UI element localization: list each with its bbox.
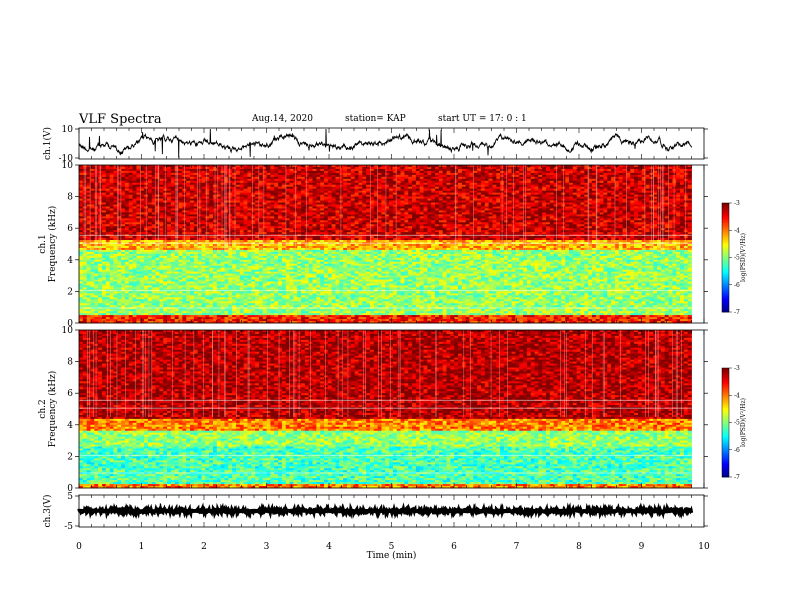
ch1-spectrogram bbox=[79, 165, 692, 323]
y-axis-label: ch.1(V) bbox=[42, 127, 53, 160]
y-tick-label: 10 bbox=[62, 125, 74, 135]
ch1-waveform-line bbox=[79, 129, 692, 158]
